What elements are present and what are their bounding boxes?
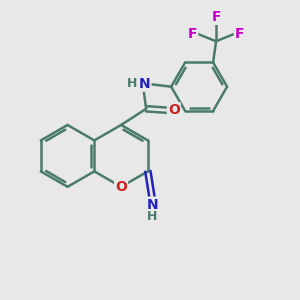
Text: O: O	[115, 180, 127, 194]
Text: O: O	[168, 103, 180, 117]
Text: F: F	[211, 10, 221, 24]
Text: F: F	[188, 27, 197, 41]
Text: F: F	[235, 27, 244, 41]
Text: N: N	[139, 77, 151, 91]
Text: H: H	[127, 77, 137, 90]
Text: H: H	[147, 211, 158, 224]
Text: N: N	[146, 198, 158, 212]
